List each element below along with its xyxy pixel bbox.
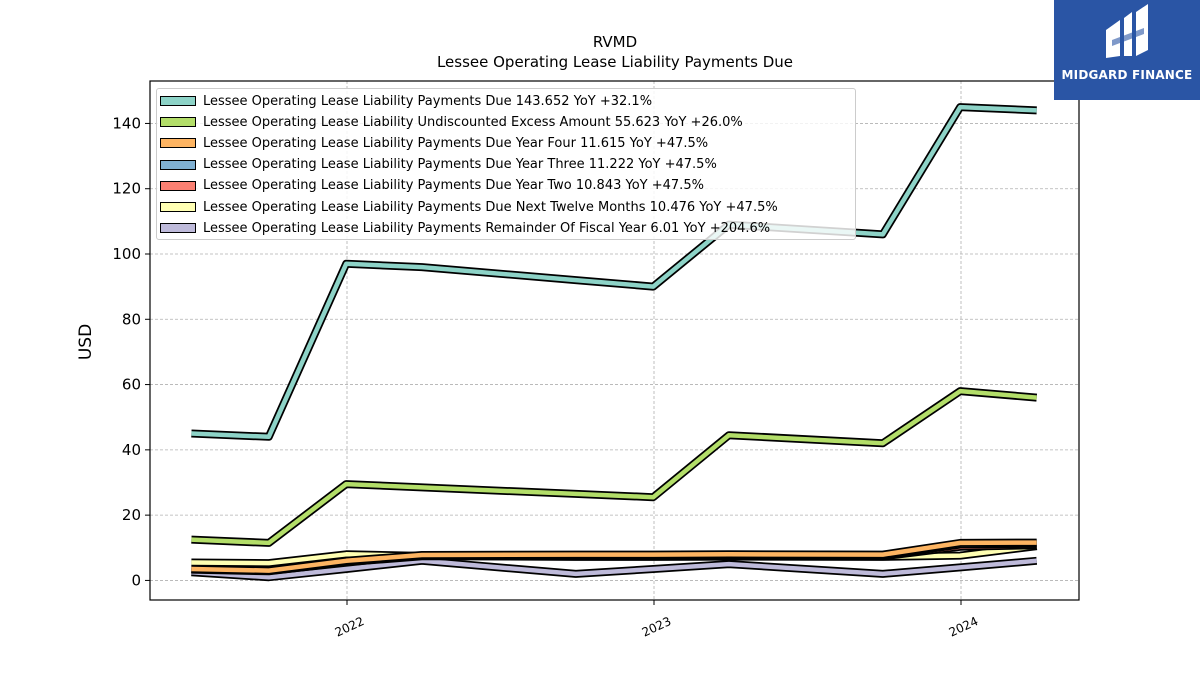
legend-item: Lessee Operating Lease Liability Payment… — [160, 92, 652, 110]
y-axis-label: USD — [76, 324, 96, 360]
x-tick-label: 2023 — [640, 614, 674, 640]
chart-title: RVMD — [593, 33, 637, 51]
series-line — [191, 540, 1037, 573]
legend-swatch — [160, 159, 196, 170]
legend: Lessee Operating Lease Liability Payment… — [156, 88, 856, 240]
x-tick-label: 2022 — [333, 614, 367, 640]
series-line — [191, 104, 1037, 440]
chart-subtitle: Lessee Operating Lease Liability Payment… — [437, 53, 793, 71]
x-ticks: 2022 2023 2024 — [333, 600, 981, 640]
y-ticks: 0 20 40 60 80 100 120 140 — [112, 114, 150, 589]
legend-item: Lessee Operating Lease Liability Payment… — [160, 134, 708, 152]
legend-label: Lessee Operating Lease Liability Payment… — [203, 135, 709, 151]
brand-logo-icon — [1106, 4, 1148, 58]
legend-label: Lessee Operating Lease Liability Payment… — [203, 199, 778, 215]
brand-logo-text: MIDGARD FINANCE — [1061, 68, 1193, 82]
plot-frame — [149, 80, 1080, 601]
legend-label: Lessee Operating Lease Liability Payment… — [203, 220, 771, 236]
legend-item: Lessee Operating Lease Liability Payment… — [160, 177, 704, 195]
legend-label: Lessee Operating Lease Liability Payment… — [203, 93, 653, 109]
y-tick-label: 60 — [122, 376, 141, 394]
y-tick-label: 0 — [131, 571, 141, 589]
series-outline — [191, 387, 1038, 547]
y-tick-label: 40 — [122, 441, 141, 459]
legend-swatch — [160, 180, 196, 191]
series-layer — [191, 103, 1038, 582]
series-line — [191, 558, 1037, 580]
x-tick-label: 2024 — [947, 614, 981, 640]
y-tick-label: 20 — [122, 506, 141, 524]
legend-item: Lessee Operating Lease Liability Payment… — [160, 156, 717, 174]
legend-item: Lessee Operating Lease Liability Undisco… — [160, 113, 743, 131]
legend-swatch — [160, 138, 196, 149]
y-tick-label: 120 — [112, 180, 141, 198]
legend-swatch — [160, 223, 196, 234]
legend-swatch — [160, 117, 196, 128]
legend-label: Lessee Operating Lease Liability Undisco… — [203, 114, 743, 130]
brand-logo: MIDGARD FINANCE — [1054, 0, 1200, 100]
legend-item: Lessee Operating Lease Liability Payment… — [160, 219, 770, 237]
y-tick-label: 140 — [112, 114, 141, 132]
y-tick-label: 100 — [112, 245, 141, 263]
series-line — [191, 388, 1037, 546]
legend-item: Lessee Operating Lease Liability Payment… — [160, 198, 778, 216]
y-tick-label: 80 — [122, 310, 141, 328]
legend-swatch — [160, 96, 196, 106]
legend-label: Lessee Operating Lease Liability Payment… — [203, 157, 717, 173]
legend-label: Lessee Operating Lease Liability Payment… — [203, 178, 704, 194]
legend-swatch — [160, 202, 196, 212]
